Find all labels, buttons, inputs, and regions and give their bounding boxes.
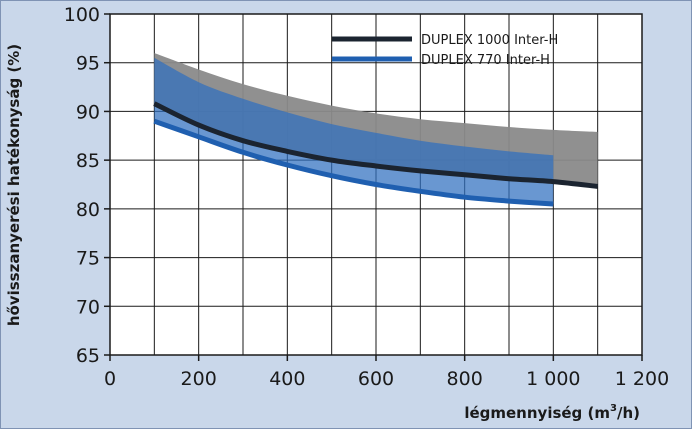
- y-tick-label: 65: [76, 345, 100, 367]
- efficiency-bands: [154, 53, 598, 204]
- y-tick-label: 75: [76, 248, 100, 270]
- y-tick-label: 90: [76, 101, 100, 123]
- y-tick-label: 80: [76, 199, 100, 221]
- x-axis-title: légmennyiség (m3/h): [464, 403, 640, 422]
- x-axis-ticks: 0 200 400 600 800 1 000 1 200: [104, 355, 669, 390]
- x-tick-label: 800: [447, 368, 483, 390]
- efficiency-lines: [153, 101, 598, 207]
- x-axis-title-main: légmennyiség (m: [464, 404, 610, 422]
- y-axis-title: hővisszanyerési hatékonyság (%): [5, 44, 23, 326]
- legend-label-duplex-1000: DUPLEX 1000 Inter-H: [421, 33, 558, 48]
- x-tick-label: 1 000: [526, 368, 580, 390]
- line-duplex-1000: [153, 101, 598, 189]
- y-tick-label: 70: [76, 296, 100, 318]
- line-duplex-770: [153, 118, 554, 207]
- y-tick-label: 100: [64, 4, 100, 26]
- x-axis-title-tail: /h): [617, 404, 640, 422]
- x-axis-title-sup: 3: [610, 403, 617, 414]
- x-tick-label: 200: [181, 368, 217, 390]
- x-tick-label: 1 200: [615, 368, 669, 390]
- legend: DUPLEX 1000 Inter-H DUPLEX 770 Inter-H: [332, 33, 558, 68]
- band-duplex-770: [154, 57, 554, 204]
- x-tick-label: 0: [104, 368, 116, 390]
- x-tick-label: 400: [269, 368, 305, 390]
- y-axis-ticks: 65 70 75 80 85 90 95 100: [64, 4, 110, 367]
- x-tick-label: 600: [358, 368, 394, 390]
- y-tick-label: 95: [76, 53, 100, 75]
- y-tick-label: 85: [76, 150, 100, 172]
- legend-label-duplex-770: DUPLEX 770 Inter-H: [421, 53, 550, 68]
